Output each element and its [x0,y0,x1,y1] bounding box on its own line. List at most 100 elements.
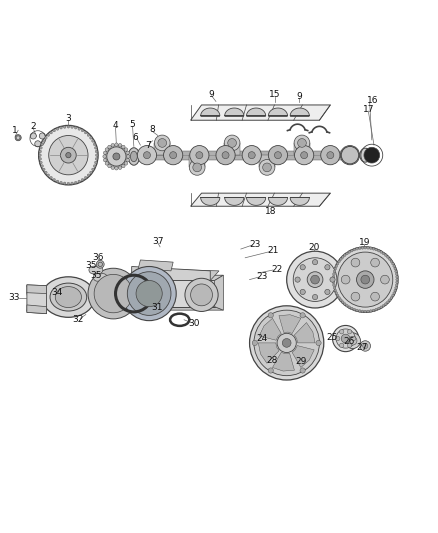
Circle shape [357,271,374,288]
Circle shape [268,313,273,318]
Circle shape [196,152,203,159]
Text: 4: 4 [113,121,118,130]
Circle shape [193,163,201,172]
Circle shape [118,143,122,147]
Circle shape [341,334,350,343]
Text: 34: 34 [51,288,62,297]
Polygon shape [292,345,314,367]
Circle shape [42,168,45,171]
Circle shape [334,268,337,270]
Polygon shape [132,269,219,280]
Circle shape [45,171,47,174]
Polygon shape [225,108,244,116]
Polygon shape [272,352,294,371]
Circle shape [250,306,324,380]
Circle shape [338,252,393,307]
Text: 9: 9 [208,90,215,99]
Polygon shape [108,275,223,280]
Circle shape [95,154,98,157]
Circle shape [341,301,344,303]
Polygon shape [132,266,210,280]
Text: 3: 3 [66,114,71,123]
Circle shape [103,155,106,158]
Circle shape [358,247,361,249]
Polygon shape [108,306,223,310]
Circle shape [115,143,118,147]
Circle shape [95,150,98,153]
Text: 15: 15 [269,91,281,100]
Circle shape [107,147,126,166]
Circle shape [92,168,94,171]
Circle shape [66,152,71,158]
Circle shape [81,179,84,181]
Circle shape [56,127,59,130]
Polygon shape [226,151,252,159]
Text: 25: 25 [326,333,337,342]
Circle shape [386,301,389,303]
Polygon shape [27,285,46,294]
Circle shape [332,281,335,284]
Circle shape [382,304,385,307]
Circle shape [95,147,97,149]
Circle shape [16,136,20,140]
Text: 18: 18 [265,207,276,215]
Polygon shape [154,143,170,155]
Circle shape [49,135,88,175]
Polygon shape [290,198,309,205]
Circle shape [300,368,305,373]
Circle shape [30,133,36,139]
Polygon shape [224,143,240,155]
Circle shape [382,252,385,255]
Polygon shape [225,198,244,205]
Circle shape [190,146,209,165]
Circle shape [78,180,81,183]
Circle shape [341,275,350,284]
Circle shape [385,303,387,305]
Circle shape [39,150,42,153]
Circle shape [392,262,394,265]
Circle shape [105,145,128,168]
Circle shape [336,336,340,341]
Circle shape [360,341,371,351]
Circle shape [71,126,74,128]
Circle shape [333,270,336,273]
Text: 6: 6 [132,133,138,142]
Ellipse shape [131,151,137,161]
Circle shape [343,254,346,256]
Ellipse shape [42,277,95,317]
Circle shape [163,146,183,165]
Circle shape [67,125,70,128]
Circle shape [297,139,306,147]
Circle shape [378,249,380,252]
Text: 2: 2 [31,122,36,131]
Text: 35: 35 [86,261,97,270]
Polygon shape [93,273,107,281]
Circle shape [341,147,359,164]
Circle shape [336,262,339,265]
Polygon shape [252,151,278,159]
Circle shape [356,309,358,312]
Circle shape [74,181,77,184]
Circle shape [39,154,41,157]
Circle shape [185,278,218,311]
Polygon shape [138,260,173,271]
Circle shape [283,338,291,348]
Circle shape [254,310,319,376]
Ellipse shape [128,148,140,165]
Text: 1: 1 [12,126,18,135]
Circle shape [228,139,237,147]
Text: 21: 21 [267,246,279,255]
Circle shape [90,171,92,174]
Circle shape [87,134,90,136]
Circle shape [222,152,229,159]
Circle shape [126,151,129,155]
Circle shape [170,152,177,159]
Circle shape [60,126,62,129]
Polygon shape [147,151,173,159]
Circle shape [71,182,74,184]
Circle shape [105,148,109,151]
Circle shape [395,270,397,273]
Circle shape [343,303,346,305]
Circle shape [74,126,77,129]
Text: 8: 8 [150,125,155,134]
